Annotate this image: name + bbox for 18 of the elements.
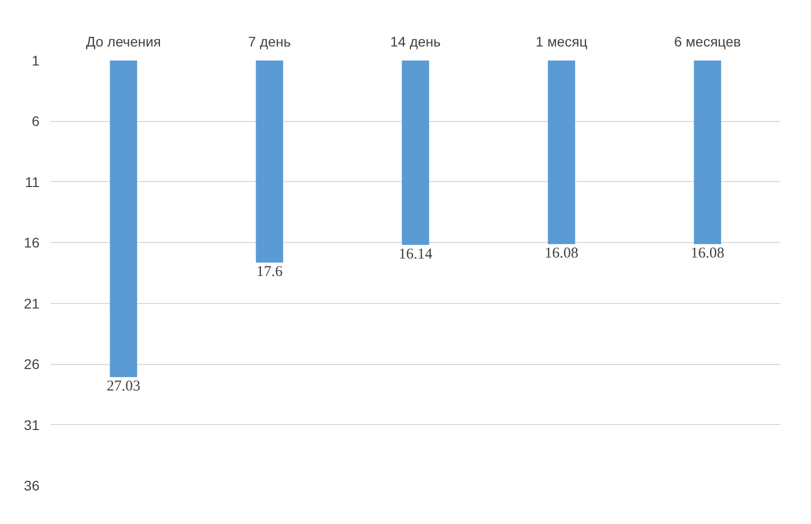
y-tick-label: 11 bbox=[24, 174, 40, 190]
x-tick-label: 6 месяцев bbox=[674, 34, 741, 50]
data-label: 16.08 bbox=[544, 246, 578, 262]
y-tick-label: 21 bbox=[24, 295, 40, 312]
x-tick-label: 14 день bbox=[390, 34, 441, 50]
y-tick-label: 1 bbox=[32, 52, 40, 68]
data-label: 27.03 bbox=[106, 378, 140, 395]
x-tick-label: До лечения bbox=[86, 34, 162, 50]
y-tick-label: 26 bbox=[24, 356, 40, 372]
x-tick-label: 7 день bbox=[248, 34, 291, 50]
y-tick-label: 6 bbox=[32, 113, 40, 130]
x-tick-label: 1 месяц bbox=[536, 34, 588, 50]
data-label: 16.08 bbox=[690, 246, 724, 262]
data-label: 17.6 bbox=[256, 264, 284, 280]
y-tick-label: 16 bbox=[24, 234, 40, 251]
data-label: 16.14 bbox=[398, 246, 433, 262]
y-tick-label: 31 bbox=[24, 416, 40, 433]
y-tick-label: 36 bbox=[24, 478, 40, 494]
